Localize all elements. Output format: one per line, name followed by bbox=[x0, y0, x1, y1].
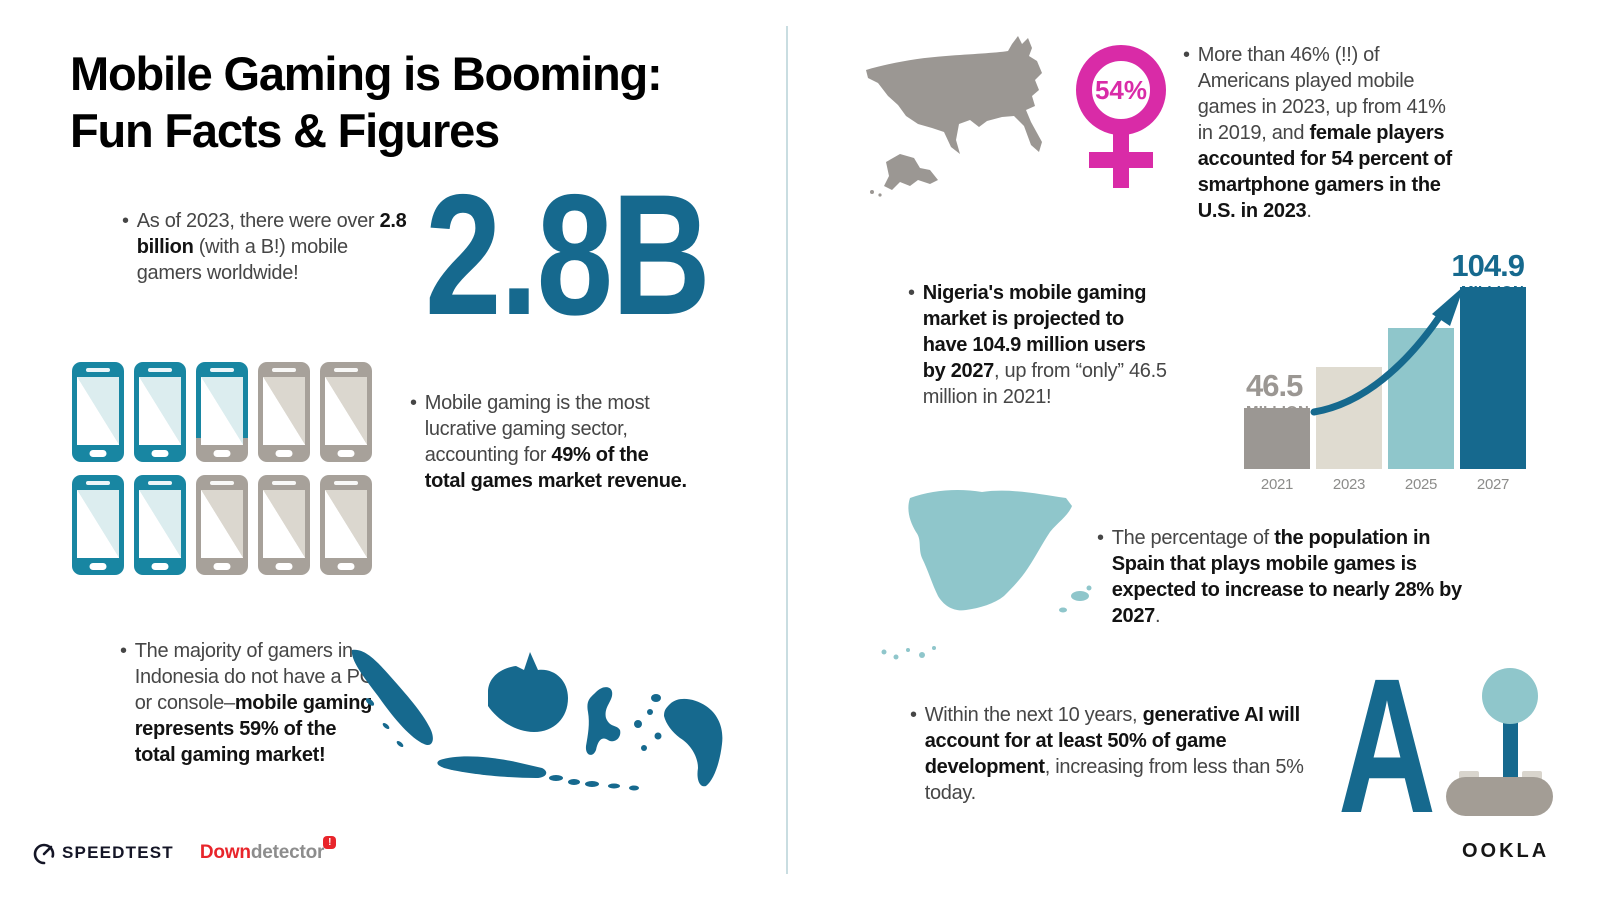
chart-bar-2023 bbox=[1316, 367, 1382, 469]
page-title-line2: Fun Facts & Figures bbox=[70, 104, 500, 157]
phone-icon-empty bbox=[258, 362, 310, 462]
bullet-marker: • bbox=[908, 282, 915, 304]
fact-gamers: • As of 2023, there were over 2.8 billio… bbox=[122, 208, 412, 286]
speedtest-wordmark: SPEEDTEST bbox=[62, 843, 174, 862]
phone-icon-full bbox=[134, 362, 186, 462]
bullet-marker: • bbox=[410, 392, 417, 414]
fact-nigeria: • Nigeria's mobile gaming market is proj… bbox=[908, 280, 1172, 410]
page-title: Mobile Gaming is Booming: Fun Facts & Fi… bbox=[70, 45, 710, 159]
fact-usa: • More than 46% (!!) of Americans played… bbox=[1183, 42, 1465, 224]
fact-ai-pre: Within the next 10 years, bbox=[924, 704, 1143, 726]
fact-spain-post: . bbox=[1155, 605, 1161, 627]
chart-bars bbox=[1244, 287, 1526, 469]
phone-icon-empty bbox=[320, 475, 372, 575]
bullet-marker: • bbox=[1097, 527, 1104, 549]
downdetector-logo: Downdetector ! bbox=[199, 836, 337, 864]
ai-joystick-graphic: A bbox=[1338, 658, 1553, 818]
fact-ai-post: , increasing from less than 5% today. bbox=[924, 756, 1304, 804]
fact-usa-text: More than 46% (!!) of Americans played m… bbox=[1198, 42, 1465, 224]
phone-icon-empty bbox=[196, 475, 248, 575]
fact-revenue: • Mobile gaming is the most lucrative ga… bbox=[410, 390, 690, 494]
bullet-marker: • bbox=[910, 704, 917, 726]
fact-ai: • Within the next 10 years, generative A… bbox=[910, 702, 1310, 806]
phone-grid bbox=[72, 362, 372, 575]
female-symbol-badge: 54% bbox=[1076, 45, 1166, 188]
ai-letter: A bbox=[1338, 658, 1436, 818]
speedtest-logo: SPEEDTEST bbox=[32, 841, 174, 865]
chart-label-2027-value: 104.9 bbox=[1451, 248, 1525, 283]
fact-gamers-post: (with a B!) mobile gamers worldwide! bbox=[136, 236, 348, 284]
fact-nigeria-text: Nigeria's mobile gaming market is projec… bbox=[923, 280, 1172, 410]
downdetector-alert-badge: ! bbox=[323, 836, 337, 849]
phone-icon-full bbox=[134, 475, 186, 575]
chart-category-2025: 2025 bbox=[1404, 476, 1438, 493]
fact-revenue-bold: 49% of the total games market revenue. bbox=[424, 444, 687, 492]
fact-nigeria-bold: Nigeria's mobile gaming market is projec… bbox=[922, 282, 1147, 382]
page-title-line1: Mobile Gaming is Booming: bbox=[70, 47, 663, 100]
fact-usa-pre: More than 46% (!!) of Americans played m… bbox=[1197, 44, 1446, 144]
female-symbol-ring bbox=[1076, 45, 1166, 135]
fact-ai-bold: generative AI will account for at least … bbox=[924, 704, 1300, 778]
chart-bar-2021 bbox=[1244, 408, 1310, 469]
fact-nigeria-post: , up from “only” 46.5 million in 2021! bbox=[922, 360, 1167, 408]
nigeria-users-chart: 104.9 MILLION 46.5 MILLION 2021202320252… bbox=[1222, 250, 1526, 495]
chart-categories: 2021 2023 2025 2027 bbox=[1244, 476, 1526, 493]
fact-revenue-pre: Mobile gaming is the most lucrative gami… bbox=[424, 392, 650, 466]
fact-indonesia-bold: mobile gaming represents 59% of the tota… bbox=[134, 692, 373, 766]
female-symbol-crossbar bbox=[1089, 152, 1153, 168]
downdetector-word-down: Down bbox=[199, 842, 251, 863]
spain-map bbox=[881, 490, 1092, 660]
fact-usa-post: . bbox=[1306, 200, 1312, 222]
fact-spain: • The percentage of the population in Sp… bbox=[1097, 525, 1467, 629]
fact-gamers-bold: 2.8 billion bbox=[136, 210, 407, 258]
fact-spain-bold: the population in Spain that plays mobil… bbox=[1111, 527, 1462, 627]
center-divider bbox=[786, 26, 788, 874]
phone-icon-partial bbox=[196, 362, 248, 462]
fact-indonesia-pre: The majority of gamers in Indonesia do n… bbox=[134, 640, 374, 714]
chart-bar-2025 bbox=[1388, 328, 1454, 469]
fact-spain-text: The percentage of the population in Spai… bbox=[1112, 525, 1467, 629]
chart-bar-2027 bbox=[1460, 287, 1526, 469]
fact-usa-bold: female players accounted for 54 percent … bbox=[1197, 122, 1452, 222]
female-badge-value: 54% bbox=[1095, 75, 1147, 105]
bullet-marker: • bbox=[122, 210, 129, 232]
big-stat-2-8b: 2.8B bbox=[425, 159, 711, 351]
fact-spain-pre: The percentage of bbox=[1111, 527, 1275, 549]
footer-brands: SPEEDTEST Downdetector ! bbox=[32, 836, 337, 865]
ookla-logo: OOKLA bbox=[1462, 840, 1550, 862]
chart-category-2021: 2021 bbox=[1260, 476, 1294, 493]
fact-indonesia: • The majority of gamers in Indonesia do… bbox=[120, 638, 378, 768]
joystick-stick bbox=[1503, 718, 1518, 788]
phone-icon-full bbox=[72, 362, 124, 462]
downdetector-word-detector: detector bbox=[250, 842, 325, 863]
fact-gamers-pre: As of 2023, there were over bbox=[136, 210, 380, 232]
joystick-base bbox=[1446, 777, 1553, 816]
phone-icon-full bbox=[72, 475, 124, 575]
indonesia-map bbox=[351, 649, 723, 791]
chart-category-2027: 2027 bbox=[1476, 476, 1510, 493]
phone-icon-empty bbox=[320, 362, 372, 462]
bullet-marker: • bbox=[120, 640, 127, 662]
fact-revenue-text: Mobile gaming is the most lucrative gami… bbox=[425, 390, 690, 494]
phone-icon-empty bbox=[258, 475, 310, 575]
joystick-ball bbox=[1482, 668, 1538, 724]
chart-category-2023: 2023 bbox=[1332, 476, 1366, 493]
bullet-marker: • bbox=[1183, 44, 1190, 66]
usa-map bbox=[866, 36, 1042, 197]
fact-ai-text: Within the next 10 years, generative AI … bbox=[925, 702, 1310, 806]
chart-label-2021-value: 46.5 bbox=[1246, 368, 1303, 403]
fact-indonesia-text: The majority of gamers in Indonesia do n… bbox=[135, 638, 378, 768]
speedtest-gauge-icon bbox=[33, 843, 55, 865]
fact-gamers-text: As of 2023, there were over 2.8 billion … bbox=[137, 208, 412, 286]
